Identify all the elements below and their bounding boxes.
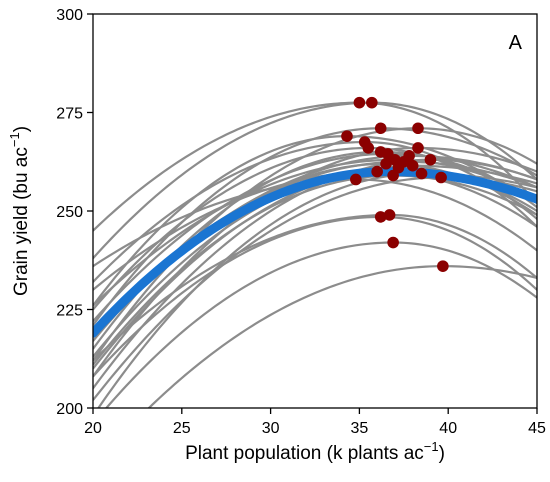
- optimum-point-19: [437, 260, 449, 272]
- y-tick-label: 275: [56, 106, 83, 123]
- y-axis-title-main: Grain yield (bu ac: [11, 147, 32, 296]
- optimum-point-20: [371, 165, 383, 178]
- x-tick-label: 45: [528, 420, 546, 437]
- plot-frame: [92, 13, 538, 409]
- x-tick-label: 40: [439, 420, 457, 437]
- y-axis-title-end: ): [11, 126, 32, 132]
- x-axis-title-end: ): [439, 443, 445, 464]
- optimum-point-18: [387, 236, 399, 249]
- x-axis: 20 25 30 35 40 45: [84, 408, 546, 437]
- optimum-point-6: [412, 122, 424, 135]
- optimum-point-15: [435, 171, 447, 184]
- optimum-point-5: [374, 122, 387, 135]
- response-curve-13: [93, 158, 537, 389]
- response-curve-22: [93, 146, 537, 311]
- x-tick-label: 20: [84, 420, 102, 437]
- y-axis-title-sup: −1: [7, 132, 22, 147]
- x-tick-label: 25: [173, 420, 191, 437]
- optimum-point-3: [341, 130, 353, 142]
- optimum-point-1: [353, 96, 366, 109]
- response-curve-1: [93, 101, 537, 232]
- optimum-point-17: [383, 209, 396, 221]
- y-tick-label: 300: [56, 7, 83, 24]
- y-tick-label: 200: [56, 401, 83, 418]
- response-curve-19: [147, 265, 537, 408]
- y-axis-title: Grain yield (bu ac−1): [7, 126, 32, 296]
- optimum-point-16: [374, 211, 387, 223]
- optimum-point-22: [362, 142, 375, 154]
- optimum-point-24: [403, 150, 415, 162]
- response-curves: [93, 101, 537, 408]
- y-tick-label: 225: [56, 303, 83, 320]
- y-tick-label: 250: [56, 204, 83, 221]
- panel-label: A: [509, 32, 523, 54]
- response-curve-26: [97, 172, 537, 408]
- response-curve-2: [93, 101, 537, 260]
- x-tick-label: 30: [262, 420, 280, 437]
- mean-response-curve: [93, 167, 537, 338]
- response-curve-17: [93, 213, 537, 362]
- response-curve-14: [93, 174, 537, 366]
- response-curve-18: [104, 241, 537, 408]
- x-tick-label: 35: [351, 420, 369, 437]
- optimum-point-14: [387, 169, 399, 182]
- optimum-points: [341, 96, 449, 272]
- x-axis-title-main: Plant population (k plants ac: [185, 443, 424, 464]
- optimum-point-25: [350, 173, 362, 186]
- x-axis-title: Plant population (k plants ac−1): [185, 439, 445, 464]
- optimum-point-12: [412, 142, 424, 154]
- mean-curve-layer: [93, 167, 537, 338]
- optimum-point-2: [366, 96, 378, 109]
- optimum-point-10: [380, 157, 392, 170]
- optimum-point-26: [415, 167, 428, 180]
- optimum-point-13: [424, 153, 437, 166]
- y-axis: 200 225 250 275 300: [56, 7, 93, 418]
- x-axis-title-sup: −1: [424, 439, 439, 454]
- optimum-point-23: [406, 159, 419, 172]
